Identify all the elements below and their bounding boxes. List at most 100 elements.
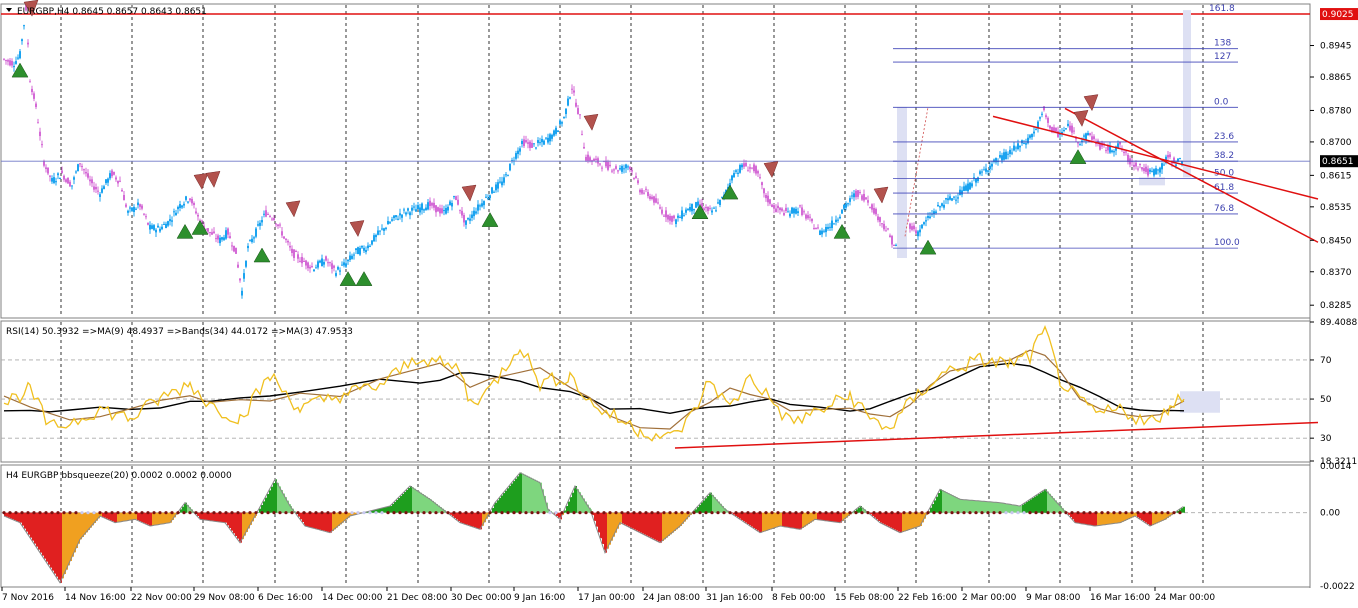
time-label: 9 Jan 16:00 [514, 593, 566, 603]
squeeze-bar [1143, 512, 1145, 522]
candle-body [965, 185, 967, 191]
squeeze-bar [1115, 512, 1117, 524]
squeeze-dot [638, 511, 642, 515]
squeeze-bar [536, 480, 538, 513]
fib-level-label: 138 [1214, 39, 1231, 49]
candle-body [1085, 133, 1087, 141]
candle-body [639, 189, 641, 193]
squeeze-bar [622, 512, 624, 524]
squeeze-bar [976, 500, 978, 513]
candle-body [779, 207, 781, 211]
squeeze-dot [776, 511, 780, 515]
squeeze-bar [970, 500, 972, 513]
squeeze-bar [872, 512, 874, 516]
squeeze-bar [932, 504, 934, 513]
candle-body [705, 207, 707, 209]
squeeze-bar [733, 512, 735, 515]
squeeze-bar [164, 512, 166, 524]
candle-body [1031, 134, 1033, 138]
squeeze-dot [968, 511, 972, 515]
candle-body [43, 161, 45, 166]
squeeze-bar [106, 512, 108, 519]
candle-body [187, 201, 189, 203]
squeeze-dot [488, 511, 492, 515]
fib-trend-line[interactable] [904, 107, 929, 237]
squeeze-dot [680, 511, 684, 515]
price-label: 0.8865 [1320, 73, 1352, 83]
candle-body [465, 220, 467, 225]
squeeze-bar [154, 512, 156, 526]
candle-body [687, 209, 689, 211]
squeeze-bar [1101, 512, 1103, 526]
candle-body [1123, 152, 1125, 154]
squeeze-bar [1132, 512, 1134, 518]
squeeze-bar [208, 512, 210, 521]
squeeze-dot [20, 511, 24, 515]
candle-body [667, 214, 669, 220]
squeeze-dot [266, 511, 270, 515]
candle-body [689, 207, 691, 211]
squeeze-bar [640, 512, 642, 533]
candle-body [471, 214, 473, 218]
squeeze-bar [64, 512, 66, 574]
squeeze-bar [332, 512, 334, 531]
candle-body [813, 227, 815, 230]
rsi-chart[interactable] [1, 325, 1319, 449]
squeeze-dot [164, 511, 168, 515]
squeeze-dot [404, 511, 408, 515]
squeeze-chart[interactable] [1, 472, 1310, 584]
squeeze-bar [1087, 512, 1089, 525]
candle-body [315, 267, 317, 269]
squeeze-dot [50, 511, 54, 515]
candle-body [851, 195, 853, 197]
squeeze-dot [416, 511, 420, 515]
squeeze-dot [920, 511, 924, 515]
squeeze-bar [577, 489, 579, 513]
candle-body [111, 170, 113, 177]
candle-body [251, 238, 253, 243]
buy-arrow-icon [919, 239, 937, 255]
candle-body [761, 182, 763, 186]
main-panel-header[interactable]: EURGBP,H4 0.8645 0.8657 0.8643 0.8651 [6, 7, 207, 17]
squeeze-bar [666, 512, 668, 538]
candle-body [173, 211, 175, 213]
squeeze-bar [342, 512, 344, 523]
candle-body [915, 230, 917, 234]
squeeze-bar [986, 501, 988, 513]
squeeze-bar [1053, 498, 1055, 513]
candle-body [749, 167, 751, 169]
candle-body [33, 93, 35, 99]
squeeze-bar [988, 501, 990, 513]
channel-upper-line[interactable] [992, 115, 1319, 200]
candle-body [881, 223, 883, 225]
squeeze-bar [511, 483, 513, 513]
squeeze-bar [910, 512, 912, 530]
price-chart[interactable]: 161.8 138 127 0.0 23.6 38.2 50.0 61.8 76.8 100.0 0… [1, 0, 1358, 299]
sell-arrow-icon [193, 172, 209, 190]
squeeze-bar [22, 512, 24, 526]
candle-body [727, 187, 729, 189]
candle-body [421, 203, 423, 211]
squeeze-dot [464, 511, 468, 515]
squeeze-bar [115, 512, 117, 523]
collapse-arrow-icon[interactable] [6, 8, 12, 12]
candle-body [263, 213, 265, 215]
channel-lower-line[interactable] [1064, 107, 1319, 243]
squeeze-bar [648, 512, 650, 537]
candle-body [235, 247, 237, 254]
candle-body [231, 245, 233, 247]
candle-body [651, 196, 653, 200]
squeeze-bar [346, 512, 348, 520]
candle-body [527, 142, 529, 144]
candle-body [267, 213, 269, 215]
rsi-trend-line[interactable] [674, 421, 1319, 449]
candle-body [455, 196, 457, 200]
candle-body [615, 166, 617, 169]
squeeze-bar [695, 509, 697, 513]
candle-body [1143, 168, 1145, 172]
candle-body [865, 197, 867, 200]
candle-body [783, 213, 785, 216]
candle-body [895, 244, 897, 246]
squeeze-dot [80, 511, 84, 515]
